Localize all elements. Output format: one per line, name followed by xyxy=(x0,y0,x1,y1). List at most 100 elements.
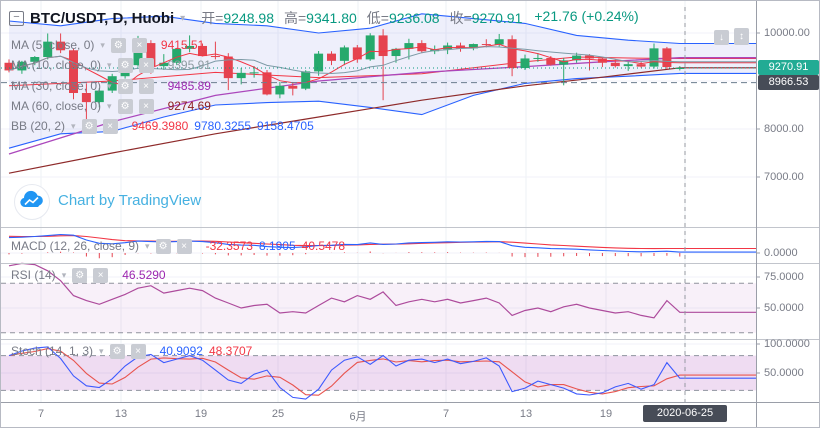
candle-body[interactable] xyxy=(43,41,53,57)
candle-body[interactable] xyxy=(572,55,582,61)
candle-body[interactable] xyxy=(223,56,233,79)
candle-body[interactable] xyxy=(275,85,285,95)
indicator-remove-button[interactable]: × xyxy=(138,98,154,114)
candle-body[interactable] xyxy=(249,72,259,74)
candle-body[interactable] xyxy=(133,43,143,66)
indicator-legend-label: MA (5, close, 0) xyxy=(11,38,95,52)
indicator-settings-button[interactable]: ⚙ xyxy=(155,238,171,254)
candle-body[interactable] xyxy=(391,48,401,57)
price-axis-label: 50.0000 xyxy=(764,367,804,379)
indicator-remove-button[interactable]: × xyxy=(176,238,192,254)
candle-body[interactable] xyxy=(649,48,659,67)
price-axis-label: 8000.00 xyxy=(764,123,804,135)
chevron-down-icon[interactable]: ▾ xyxy=(100,39,105,50)
indicator-remove-button[interactable]: × xyxy=(131,37,147,53)
indicator-remove-button[interactable]: × xyxy=(102,118,118,134)
rsi-legend-row: RSI (14) ▾ ⚙ × 46.5290 xyxy=(11,267,166,283)
indicator-remove-button[interactable]: × xyxy=(93,267,109,283)
ma60-line xyxy=(8,67,756,174)
indicator-legend-label: BB (20, 2) xyxy=(11,119,66,133)
indicator-settings-button[interactable]: ⚙ xyxy=(117,98,133,114)
rsi-legend-label: RSI (14) xyxy=(11,268,56,282)
candle-body[interactable] xyxy=(146,43,156,67)
candle-body[interactable] xyxy=(314,53,324,72)
candle-body[interactable] xyxy=(236,72,246,79)
candle-body[interactable] xyxy=(378,35,388,57)
candle-body[interactable] xyxy=(494,39,504,45)
indicator-legend-value: 9415.51 xyxy=(160,38,205,52)
price-scale-resize-button[interactable]: ↕ xyxy=(734,28,749,45)
chevron-down-icon[interactable]: ▾ xyxy=(180,12,186,24)
indicator-settings-button[interactable]: ⚙ xyxy=(72,267,88,283)
candle-body[interactable] xyxy=(662,48,672,68)
indicator-remove-button[interactable]: × xyxy=(138,57,154,73)
candle-body[interactable] xyxy=(94,90,104,103)
candle-body[interactable] xyxy=(172,48,182,63)
candle-body[interactable] xyxy=(69,50,78,93)
price-axis-label: 7000.00 xyxy=(764,171,804,183)
bollinger-upper-line xyxy=(8,13,756,45)
collapse-pane-icon[interactable]: − xyxy=(9,10,24,26)
candle-body[interactable] xyxy=(185,45,195,49)
candle-body[interactable] xyxy=(327,53,336,61)
candle-body[interactable] xyxy=(456,45,465,49)
candle-body[interactable] xyxy=(4,62,14,71)
candle-body[interactable] xyxy=(107,76,117,91)
candle-body[interactable] xyxy=(507,39,517,69)
candle-body[interactable] xyxy=(675,67,685,69)
chevron-down-icon[interactable]: ▾ xyxy=(61,269,67,280)
candle-body[interactable] xyxy=(81,93,91,103)
indicator-settings-button[interactable]: ⚙ xyxy=(81,118,97,134)
candle-body[interactable] xyxy=(585,55,594,59)
candle-body[interactable] xyxy=(623,64,633,67)
open-label: 开= xyxy=(201,10,224,26)
chevron-down-icon[interactable]: ▾ xyxy=(71,120,76,131)
candle-body[interactable] xyxy=(159,62,169,67)
candle-body[interactable] xyxy=(520,58,530,69)
macd-legend-value: 40.5478 xyxy=(301,239,346,253)
candle-body[interactable] xyxy=(533,57,543,59)
time-axis-label: 6月 xyxy=(349,411,367,423)
stoch-legend-label: Stoch (14, 1, 3) xyxy=(11,344,94,358)
candle-body[interactable] xyxy=(262,72,272,95)
stoch-d-line xyxy=(8,348,756,396)
candle-body[interactable] xyxy=(352,47,362,60)
candle-body[interactable] xyxy=(468,44,478,49)
candle-body[interactable] xyxy=(56,41,66,51)
candle-body[interactable] xyxy=(404,43,414,49)
indicator-settings-button[interactable]: ⚙ xyxy=(110,37,126,53)
indicator-legend-label: MA (30, close, 0) xyxy=(11,79,102,93)
chevron-down-icon[interactable]: ▾ xyxy=(99,345,104,356)
candle-body[interactable] xyxy=(301,71,311,89)
price-axis-label: 100.0000 xyxy=(764,338,810,350)
candle-body[interactable] xyxy=(481,44,491,46)
scroll-down-button[interactable]: ↓ xyxy=(714,30,729,45)
stoch-k-line xyxy=(8,346,756,400)
indicator-remove-button[interactable]: × xyxy=(130,343,146,359)
candle-body[interactable] xyxy=(198,45,207,57)
time-axis-label: 25 xyxy=(271,408,285,420)
tradingview-attribution[interactable]: Chart by TradingView xyxy=(58,192,202,209)
candle-body[interactable] xyxy=(610,62,620,67)
candle-body[interactable] xyxy=(288,85,298,89)
chevron-down-icon[interactable]: ▾ xyxy=(107,80,112,91)
indicator-remove-button[interactable]: × xyxy=(138,78,154,94)
candle-body[interactable] xyxy=(30,57,40,62)
indicator-settings-button[interactable]: ⚙ xyxy=(117,57,133,73)
symbol-title[interactable]: BTC/USDT, D, Huobi xyxy=(30,9,175,27)
candle-body[interactable] xyxy=(636,64,646,67)
chevron-down-icon[interactable]: ▾ xyxy=(145,240,150,251)
candle-body[interactable] xyxy=(559,60,569,65)
rsi-legend-value: 46.5290 xyxy=(122,268,166,282)
candle-body[interactable] xyxy=(546,57,556,65)
indicator-settings-button[interactable]: ⚙ xyxy=(109,343,125,359)
chevron-down-icon[interactable]: ▾ xyxy=(107,59,112,70)
indicator-settings-button[interactable]: ⚙ xyxy=(117,78,133,94)
candle-body[interactable] xyxy=(365,35,375,60)
tradingview-logo-icon[interactable] xyxy=(14,184,50,220)
candle-body[interactable] xyxy=(339,47,349,61)
candle-body[interactable] xyxy=(210,56,220,58)
chevron-down-icon[interactable]: ▾ xyxy=(107,100,112,111)
